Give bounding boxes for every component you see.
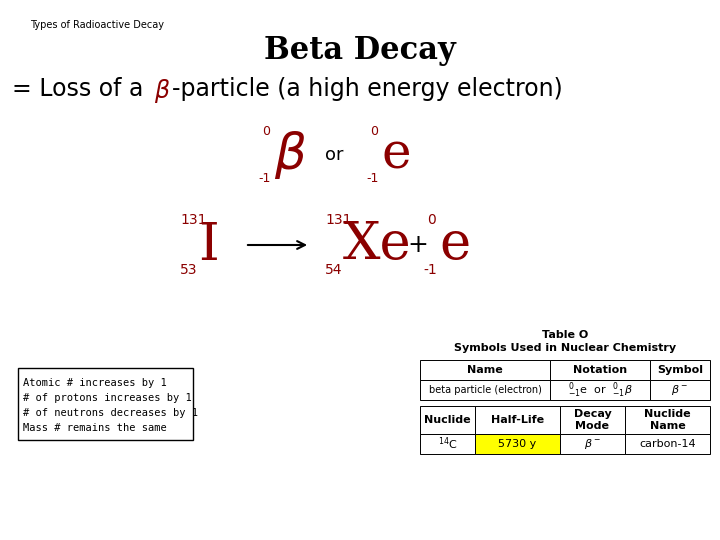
Text: -1: -1 [423, 263, 437, 277]
Text: +: + [407, 233, 428, 257]
Text: beta particle (electron): beta particle (electron) [428, 385, 541, 395]
Text: 54: 54 [325, 263, 343, 277]
Text: Decay
Mode: Decay Mode [574, 409, 611, 431]
Text: Nuclide: Nuclide [424, 415, 471, 425]
Text: Symbol: Symbol [657, 365, 703, 375]
Bar [18, 368, 193, 440]
Text: $\beta^-$: $\beta^-$ [584, 437, 601, 451]
Text: 0: 0 [427, 213, 436, 227]
Text: 53: 53 [180, 263, 197, 277]
Bar [560, 434, 625, 454]
Text: = Loss of a: = Loss of a [12, 77, 151, 101]
Text: e: e [439, 219, 470, 271]
Text: $^0_{-1}$e  or  $^0_{-1}$$\beta$: $^0_{-1}$e or $^0_{-1}$$\beta$ [567, 380, 632, 400]
Text: Beta Decay: Beta Decay [264, 35, 456, 66]
Text: $\beta^-$: $\beta^-$ [672, 383, 688, 397]
Bar [475, 434, 560, 454]
Text: 0: 0 [370, 125, 378, 138]
Bar [475, 406, 560, 434]
Bar [420, 380, 550, 400]
Text: $\beta$: $\beta$ [274, 129, 307, 181]
Bar [420, 406, 475, 434]
Text: carbon-14: carbon-14 [639, 439, 696, 449]
Text: Table O: Table O [542, 330, 588, 340]
Text: Xe: Xe [343, 219, 412, 271]
Text: 0: 0 [262, 125, 270, 138]
Text: Notation: Notation [573, 365, 627, 375]
Text: Types of Radioactive Decay: Types of Radioactive Decay [30, 20, 164, 30]
Text: $\it{\beta}$: $\it{\beta}$ [154, 77, 171, 105]
Text: Half-Life: Half-Life [491, 415, 544, 425]
Text: Atomic # increases by 1: Atomic # increases by 1 [23, 378, 167, 388]
Bar [420, 360, 550, 380]
Text: Mass # remains the same: Mass # remains the same [23, 423, 167, 433]
Text: e: e [382, 130, 412, 180]
Bar [625, 434, 710, 454]
Text: Symbols Used in Nuclear Chemistry: Symbols Used in Nuclear Chemistry [454, 343, 676, 353]
Text: 5730 y: 5730 y [498, 439, 536, 449]
Text: I: I [198, 219, 219, 271]
Bar [625, 406, 710, 434]
Text: or: or [325, 146, 343, 164]
Bar [650, 360, 710, 380]
Text: 131: 131 [325, 213, 351, 227]
Bar [550, 360, 650, 380]
Text: $^{14}$C: $^{14}$C [438, 436, 457, 453]
Text: -particle (a high energy electron): -particle (a high energy electron) [172, 77, 563, 101]
Text: Nuclide
Name: Nuclide Name [644, 409, 690, 431]
Text: -1: -1 [366, 172, 379, 185]
Text: # of neutrons decreases by 1: # of neutrons decreases by 1 [23, 408, 198, 418]
Bar [560, 406, 625, 434]
Text: Name: Name [467, 365, 503, 375]
Text: # of protons increases by 1: # of protons increases by 1 [23, 393, 192, 403]
Bar [550, 380, 650, 400]
Text: -1: -1 [258, 172, 271, 185]
Bar [650, 380, 710, 400]
Bar [420, 434, 475, 454]
Text: 131: 131 [180, 213, 207, 227]
